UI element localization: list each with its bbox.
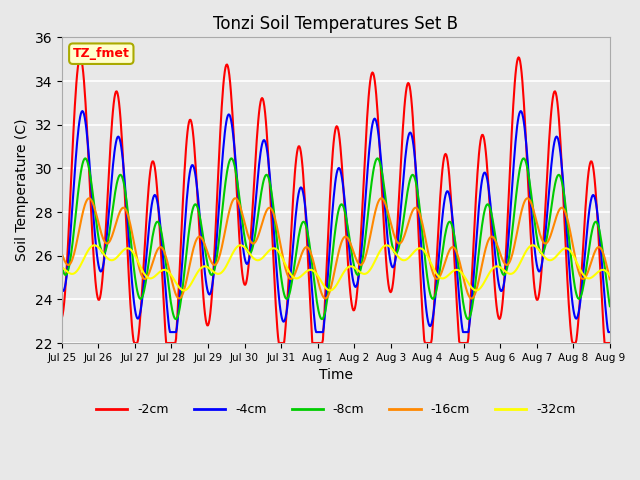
Legend: -2cm, -4cm, -8cm, -16cm, -32cm: -2cm, -4cm, -8cm, -16cm, -32cm xyxy=(91,398,580,421)
X-axis label: Time: Time xyxy=(319,368,353,382)
Y-axis label: Soil Temperature (C): Soil Temperature (C) xyxy=(15,119,29,262)
Title: Tonzi Soil Temperatures Set B: Tonzi Soil Temperatures Set B xyxy=(213,15,458,33)
Text: TZ_fmet: TZ_fmet xyxy=(73,47,130,60)
